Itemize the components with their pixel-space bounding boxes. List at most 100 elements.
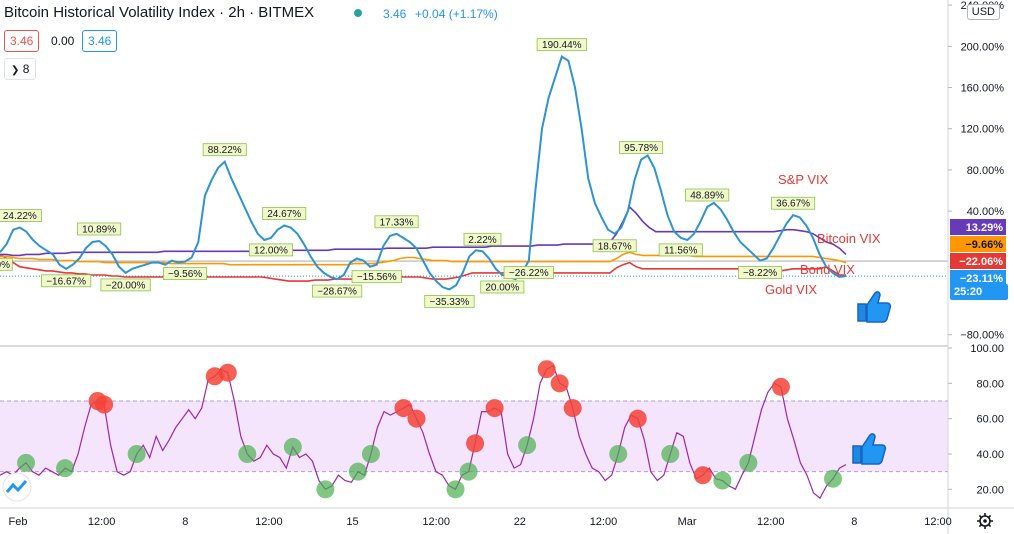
- svg-text:36.67%: 36.67%: [776, 199, 810, 210]
- overbought-dot: [407, 409, 426, 428]
- value-annotation: 11.56%: [658, 243, 703, 256]
- time-tick-label: 12:00: [590, 516, 618, 528]
- indicator-length[interactable]: ❯ 8: [4, 58, 37, 80]
- value-annotation: 24.67%: [262, 207, 307, 220]
- time-tick-label: 12:00: [757, 516, 785, 528]
- svg-text:−28.67%: −28.67%: [317, 287, 357, 298]
- svg-text:88.22%: 88.22%: [208, 145, 242, 156]
- svg-text:95.78%: 95.78%: [624, 143, 658, 154]
- svg-text:24.22%: 24.22%: [3, 211, 37, 222]
- value-annotation: 48.89%: [685, 188, 730, 202]
- price-scale-label: −9.66%: [950, 236, 1006, 252]
- status-dot: [354, 9, 362, 17]
- series-line-s-p-vix: [0, 205, 847, 257]
- time-tick-label: 22: [514, 516, 526, 528]
- oversold-dot: [361, 445, 380, 463]
- value-annotation: 20.00%: [480, 280, 525, 293]
- svg-text:18.67%: 18.67%: [598, 241, 632, 252]
- price-scale-label: 13.29%: [950, 219, 1006, 235]
- time-tick-label: 15: [346, 516, 358, 528]
- series-labels: S&P VIX Bitcoin VIX Bond VIX Gold VIX: [765, 172, 881, 297]
- value-annotation: −9.56%: [163, 267, 208, 280]
- time-tick-label: 12:00: [422, 516, 450, 528]
- bid-button[interactable]: 3.46: [4, 30, 40, 52]
- line-label: Bond VIX: [800, 262, 855, 277]
- oscillator-tick-label: 60.00: [976, 414, 1004, 426]
- svg-text:−35.33%: −35.33%: [430, 297, 470, 308]
- overbought-dot: [563, 399, 582, 418]
- value-annotation: −28.67%: [311, 284, 363, 298]
- svg-text:−16.67%: −16.67%: [46, 276, 86, 287]
- thumbs-up-icon: [852, 433, 887, 465]
- value-annotation: −15.56%: [351, 270, 402, 283]
- series-line-gold-vix: [0, 253, 846, 282]
- oversold-dot: [609, 445, 628, 463]
- svg-text:−23.11%: −23.11%: [960, 273, 1003, 285]
- value-annotation: −16.67%: [40, 274, 92, 287]
- value-annotation: −26.22%: [503, 266, 554, 279]
- overbought-dot: [628, 409, 647, 428]
- value-annotation: −35.33%: [424, 294, 475, 308]
- time-axis[interactable]: Feb 12:00 8 12:00 15 12:00 22 12:00 Mar 12:00 8 12:…: [9, 516, 952, 528]
- value-annotation: 88.22%: [202, 143, 247, 156]
- value-annotation: 36.67%: [771, 196, 816, 210]
- svg-text:−8.22%: −8.22%: [743, 268, 777, 279]
- svg-text:20.00%: 20.00%: [485, 282, 519, 293]
- price-tick-label: 200.00%: [961, 41, 1005, 53]
- svg-text:48.89%: 48.89%: [690, 191, 724, 202]
- oscillator-tick-label: 40.00: [976, 449, 1004, 461]
- oscillator-tick-label: 100.00: [970, 343, 1004, 355]
- thumbs-up-icon: [857, 291, 892, 323]
- overbought-dot: [466, 434, 485, 453]
- svg-text:−9.66%: −9.66%: [965, 239, 1003, 251]
- svg-text:13.29%: 13.29%: [966, 222, 1004, 234]
- price-tick-label: 80.00%: [967, 165, 1005, 177]
- oversold-dot: [56, 459, 75, 478]
- value-annotations: 190.44% 95.78% 88.22% 48.89% 36.67% 24.22% 10.…: [0, 38, 816, 308]
- oscillator-tick-label: 80.00: [976, 378, 1004, 390]
- svg-text:00%: 00%: [0, 260, 10, 271]
- overbought-dot: [95, 395, 114, 414]
- svg-text:190.44%: 190.44%: [542, 40, 582, 51]
- oversold-dot: [459, 462, 478, 481]
- overbought-dot: [693, 466, 712, 485]
- chart-title[interactable]: Bitcoin Historical Volatility Index · 2h…: [4, 4, 315, 21]
- indicator-length-value: 8: [22, 62, 30, 76]
- oversold-dot: [17, 453, 36, 472]
- price-change: +0.04 (+1.17%): [415, 7, 498, 21]
- time-tick-label: 8: [851, 516, 857, 528]
- svg-text:−20.00%: −20.00%: [106, 280, 146, 291]
- currency-label[interactable]: USD: [966, 4, 1000, 20]
- price-tick-label: 160.00%: [961, 83, 1005, 95]
- tradingview-logo-icon: [2, 472, 32, 502]
- value-annotation: 00%: [0, 257, 13, 271]
- oversold-dot: [739, 453, 758, 472]
- svg-text:−9.56%: −9.56%: [168, 269, 202, 280]
- svg-text:11.56%: 11.56%: [664, 245, 697, 256]
- last-value: 3.46: [383, 7, 407, 21]
- svg-text:−22.06%: −22.06%: [959, 256, 1003, 268]
- svg-text:12.00%: 12.00%: [254, 245, 288, 256]
- svg-text:17.33%: 17.33%: [380, 217, 414, 228]
- price-scale-label: −23.11%: [950, 270, 1006, 286]
- ask-button[interactable]: 3.46: [82, 30, 118, 52]
- value-annotation: −8.22%: [738, 266, 783, 279]
- gear-icon[interactable]: [977, 513, 993, 529]
- value-annotation: −20.00%: [100, 278, 151, 291]
- oversold-dot: [348, 462, 367, 481]
- oversold-dot: [238, 445, 257, 463]
- oversold-dot: [446, 480, 465, 499]
- line-label: Bitcoin VIX: [817, 231, 881, 246]
- oscillator-tick-label: 20.00: [976, 484, 1004, 496]
- oversold-dot: [316, 480, 335, 499]
- value-annotation: 190.44%: [536, 38, 587, 51]
- svg-text:−26.22%: −26.22%: [509, 268, 549, 279]
- value-annotation: 18.67%: [592, 239, 637, 252]
- price-scale-labels: 13.29% −9.66% −22.06% −23.11%: [950, 219, 1006, 286]
- line-label: Gold VIX: [765, 282, 817, 297]
- oversold-dot: [518, 436, 537, 455]
- series-line-bitcoin-hv: [0, 55, 847, 291]
- overbought-dot: [771, 377, 790, 396]
- time-tick-label: 12:00: [924, 516, 952, 528]
